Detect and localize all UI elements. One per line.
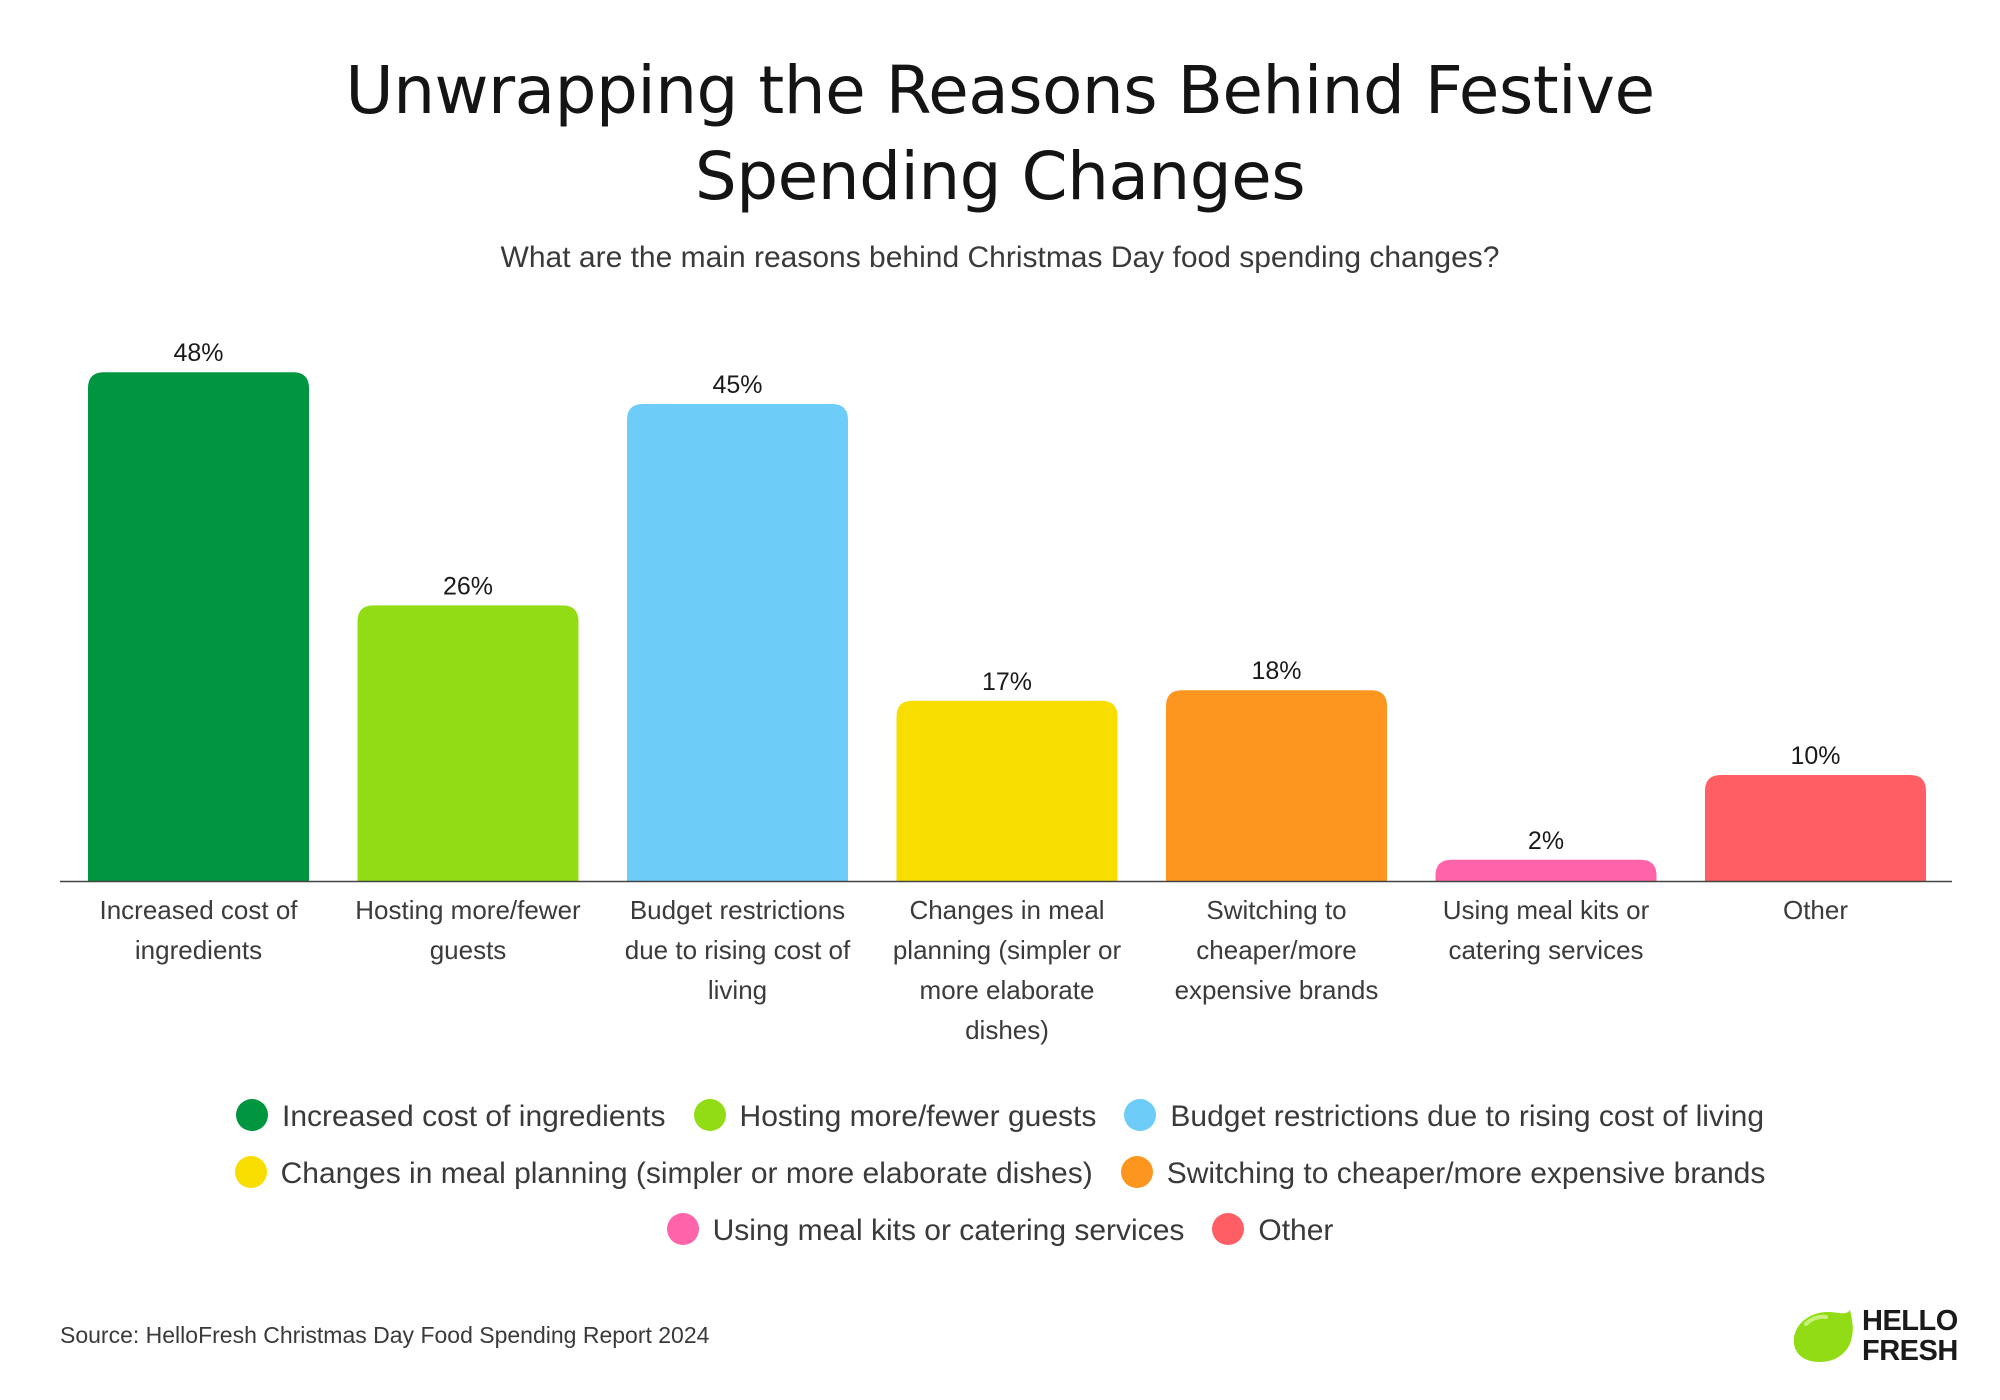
legend-swatch-7 — [1212, 1213, 1245, 1246]
legend-swatch-1 — [235, 1099, 268, 1132]
bar-2 — [357, 605, 579, 881]
legend-swatch-2 — [693, 1099, 726, 1132]
x-tick-label-4-line-2: planning (simpler or — [892, 935, 1122, 965]
x-tick-label-5-line-3: expensive brands — [1174, 975, 1379, 1005]
x-tick-label-2: Hosting more/fewer guests — [348, 890, 588, 970]
x-tick-label-5-line-2: cheaper/more — [1196, 935, 1357, 965]
x-tick-label-6: Using meal kits or catering services — [1426, 890, 1666, 970]
legend-label-3: Budget restrictions due to rising cost o… — [1170, 1100, 1765, 1134]
bar-value-label-3: 45% — [712, 371, 762, 399]
legend-item-3: Budget restrictions due to rising cost o… — [1124, 1089, 1764, 1145]
legend-item-7: Other — [1212, 1203, 1333, 1259]
legend-label-6: Using meal kits or catering services — [712, 1214, 1185, 1248]
logo-word-fresh: FRESH — [1862, 1335, 1958, 1367]
chart-subtitle: What are the main reasons behind Christm… — [500, 241, 1500, 274]
bar-1 — [88, 372, 309, 881]
x-tick-label-4-line-3: more elaborate — [919, 975, 1095, 1005]
bar-5 — [1166, 690, 1387, 881]
source-note: Source: HelloFresh Christmas Day Food Sp… — [60, 1322, 710, 1348]
bar-value-label-2: 26% — [443, 572, 493, 600]
legend-label-5: Switching to cheaper/more expensive bran… — [1166, 1157, 1766, 1191]
x-tick-label-4: Changes in meal planning (simpler or more … — [887, 890, 1127, 1050]
legend-row-3: Using meal kits or catering services Othe… — [100, 1202, 1900, 1259]
chart-title-line-2: Spending Changes — [694, 138, 1306, 215]
legend-swatch-4 — [234, 1156, 267, 1189]
x-tick-label-4-line-4: dishes) — [965, 1015, 1049, 1045]
legend-label-2: Hosting more/fewer guests — [739, 1100, 1097, 1134]
legend-row-1: Increased cost of ingredients Hosting mor… — [100, 1088, 1900, 1145]
legend-item-5: Switching to cheaper/more expensive bran… — [1120, 1146, 1766, 1202]
x-tick-label-6-line-1: Using meal kits or — [1442, 895, 1650, 925]
bar-4 — [896, 700, 1118, 881]
legend-item-1: Increased cost of ingredients — [235, 1089, 666, 1145]
x-tick-label-3: Budget restrictions due to rising cost of… — [618, 890, 858, 1010]
x-tick-label-3-line-1: Budget restrictions — [629, 895, 846, 925]
chart-title-line-1: Unwrapping the Reasons Behind Festive — [345, 52, 1655, 129]
legend-label-4: Changes in meal planning (simpler or mor… — [280, 1157, 1093, 1191]
chart-title: Unwrapping the Reasons Behind Festive Sp… — [250, 48, 1750, 220]
legend-item-2: Hosting more/fewer guests — [693, 1089, 1097, 1145]
x-tick-label-5-line-1: Switching to — [1206, 895, 1347, 925]
legend-row-2: Changes in meal planning (simpler or mor… — [100, 1145, 1900, 1202]
x-tick-label-6-line-2: catering services — [1448, 935, 1644, 965]
legend-swatch-6 — [666, 1213, 699, 1246]
x-tick-label-5: Switching to cheaper/more expensive brands — [1157, 890, 1397, 1010]
legend-swatch-5 — [1120, 1156, 1153, 1189]
x-tick-label-1: Increased cost of ingredients — [79, 890, 319, 970]
bar-value-label-7: 10% — [1790, 742, 1840, 770]
x-tick-label-2-line-2: guests — [429, 935, 507, 965]
logo-word-hello: HELLO — [1862, 1305, 1958, 1337]
logo-wordmark: HELLO FRESH — [1862, 1306, 1958, 1366]
x-tick-label-7: Other — [1696, 890, 1936, 930]
x-tick-label-1-line-1: Increased cost of — [99, 895, 298, 925]
x-tick-label-3-line-3: living — [707, 975, 768, 1005]
legend-label-7: Other — [1258, 1214, 1334, 1248]
x-tick-label-2-line-1: Hosting more/fewer — [355, 895, 581, 925]
legend-item-4: Changes in meal planning (simpler or mor… — [234, 1146, 1093, 1202]
bar-value-label-4: 17% — [982, 668, 1032, 696]
legend-item-6: Using meal kits or catering services — [666, 1203, 1185, 1259]
bar-3 — [627, 404, 848, 881]
x-tick-label-1-line-2: ingredients — [134, 935, 263, 965]
chart-legend: Increased cost of ingredients Hosting mor… — [100, 1088, 1900, 1259]
lime-logo-icon — [1793, 1310, 1853, 1362]
bar-value-label-5: 18% — [1251, 657, 1301, 685]
bar-6 — [1435, 859, 1657, 881]
legend-label-1: Increased cost of ingredients — [281, 1100, 666, 1134]
x-tick-label-3-line-2: due to rising cost of — [624, 935, 851, 965]
bar-7 — [1705, 775, 1926, 881]
x-tick-label-7-line-1: Other — [1782, 895, 1849, 925]
x-tick-label-4-line-1: Changes in meal — [909, 895, 1105, 925]
bar-value-label-1: 48% — [173, 339, 223, 367]
legend-swatch-3 — [1124, 1099, 1157, 1132]
hellofresh-logo: HELLO FRESH — [1786, 1302, 1972, 1370]
bar-value-label-6: 2% — [1528, 827, 1564, 855]
